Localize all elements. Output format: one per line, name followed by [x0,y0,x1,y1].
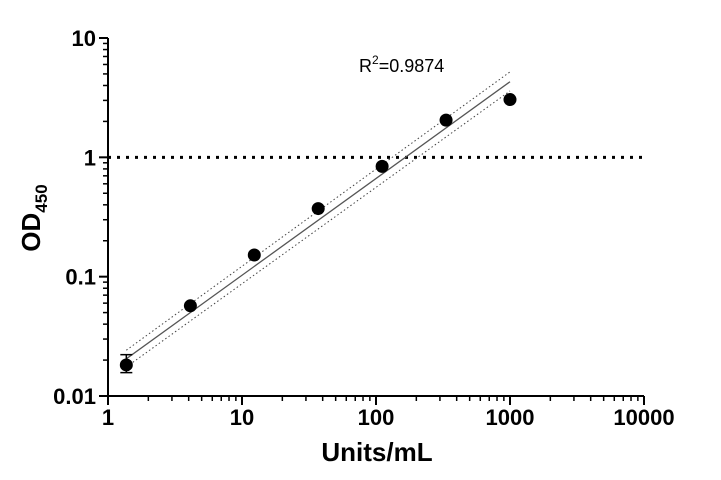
r-squared-annotation: R2=0.9874 [359,53,444,76]
data-point [119,358,133,372]
y-axis-title-main: OD [16,213,46,252]
r-squared-superscript: 2 [372,53,379,67]
data-point [183,299,197,313]
y-axis-title-subscript: 450 [32,184,51,212]
fit-line [125,81,511,360]
x-tick-label: 1000 [486,405,535,430]
y-tick-label: 1 [84,145,96,170]
y-tick-label: 10 [72,26,96,51]
r-squared-value: =0.9874 [379,56,445,76]
data-point [247,248,261,262]
x-tick-label: 10 [230,405,254,430]
data-point [439,113,453,127]
x-tick-label: 100 [358,405,395,430]
y-tick-label: 0.1 [65,265,96,290]
x-tick-label: 1 [102,405,114,430]
data-point [503,93,517,107]
y-axis-title: OD450 [16,184,51,251]
plot-area [108,71,644,374]
r-squared-label: R [359,56,372,76]
x-axis-title: Units/mL [321,437,432,467]
axes: 1 10 100 1000 10000 0.01 0.1 1 10 [53,26,674,430]
y-tick-label: 0.01 [53,384,96,409]
data-point [311,202,325,216]
x-tick-label: 10000 [613,405,674,430]
data-point [375,159,389,173]
confidence-band-lower [126,90,511,368]
